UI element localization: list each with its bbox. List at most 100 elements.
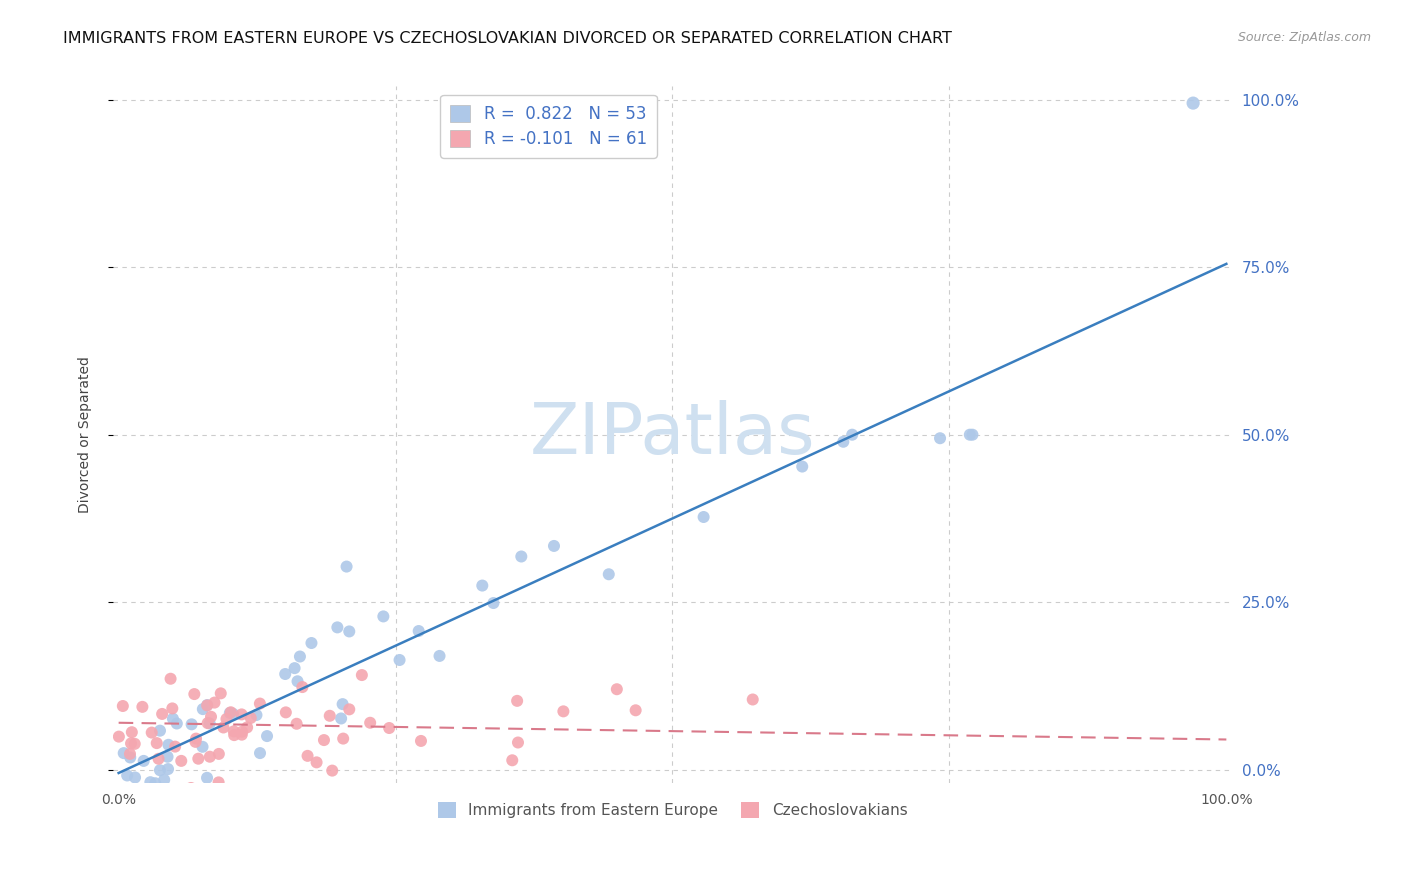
Point xyxy=(219,706,242,720)
Point xyxy=(195,698,218,713)
Point xyxy=(337,702,360,716)
Point xyxy=(139,775,162,789)
Point xyxy=(297,748,319,763)
Point xyxy=(741,692,763,706)
Point xyxy=(929,431,952,445)
Point xyxy=(197,716,219,731)
Point xyxy=(506,694,529,708)
Point xyxy=(153,772,176,787)
Point xyxy=(841,427,863,442)
Point xyxy=(330,711,353,725)
Point xyxy=(378,721,401,735)
Point xyxy=(120,750,142,764)
Point xyxy=(249,746,271,760)
Point xyxy=(156,749,179,764)
Point xyxy=(231,707,253,722)
Text: IMMIGRANTS FROM EASTERN EUROPE VS CZECHOSLOVAKIAN DIVORCED OR SEPARATED CORRELAT: IMMIGRANTS FROM EASTERN EUROPE VS CZECHO… xyxy=(63,31,952,46)
Point xyxy=(204,696,226,710)
Point xyxy=(337,624,360,639)
Point xyxy=(162,701,184,715)
Point xyxy=(543,539,565,553)
Point xyxy=(959,427,981,442)
Point xyxy=(150,706,173,721)
Point xyxy=(149,763,172,777)
Point xyxy=(122,800,145,814)
Point xyxy=(112,746,135,760)
Point xyxy=(195,698,218,712)
Point xyxy=(131,699,153,714)
Point xyxy=(111,698,134,713)
Point xyxy=(598,567,620,582)
Point xyxy=(249,697,271,711)
Point xyxy=(191,702,214,716)
Point xyxy=(245,708,267,723)
Point xyxy=(170,754,193,768)
Point xyxy=(231,724,253,739)
Point xyxy=(301,636,323,650)
Point xyxy=(312,733,335,747)
Point xyxy=(157,762,180,776)
Point xyxy=(832,434,855,449)
Point xyxy=(260,790,283,805)
Point xyxy=(166,716,188,731)
Point xyxy=(132,754,155,768)
Point xyxy=(350,668,373,682)
Point xyxy=(408,624,430,638)
Point xyxy=(326,620,349,634)
Point xyxy=(287,674,309,689)
Point xyxy=(198,716,221,731)
Point xyxy=(236,720,259,734)
Point xyxy=(284,661,307,675)
Point xyxy=(184,735,207,749)
Point xyxy=(501,753,523,767)
Point xyxy=(149,723,172,738)
Point xyxy=(291,680,314,694)
Point xyxy=(510,549,533,564)
Point xyxy=(195,771,218,785)
Point xyxy=(191,739,214,754)
Point xyxy=(207,775,229,789)
Point xyxy=(148,752,170,766)
Point xyxy=(692,510,714,524)
Point xyxy=(285,716,308,731)
Point xyxy=(624,703,647,717)
Point xyxy=(143,776,166,790)
Point xyxy=(553,704,575,718)
Point xyxy=(506,735,529,749)
Point xyxy=(224,728,246,742)
Point xyxy=(145,736,167,750)
Point xyxy=(274,667,297,681)
Point xyxy=(159,672,181,686)
Point xyxy=(141,725,163,739)
Point xyxy=(332,731,354,746)
Legend: Immigrants from Eastern Europe, Czechoslovakians: Immigrants from Eastern Europe, Czechosl… xyxy=(432,796,914,824)
Point xyxy=(121,725,143,739)
Point xyxy=(124,737,146,751)
Point xyxy=(962,427,984,442)
Point xyxy=(335,559,357,574)
Point xyxy=(471,578,494,592)
Point xyxy=(180,717,202,731)
Point xyxy=(184,731,207,746)
Point xyxy=(180,780,202,795)
Point xyxy=(256,729,278,743)
Point xyxy=(429,648,451,663)
Point xyxy=(373,609,395,624)
Point xyxy=(359,715,381,730)
Point xyxy=(606,682,628,697)
Point xyxy=(239,711,262,725)
Text: ZIPatlas: ZIPatlas xyxy=(530,401,815,469)
Point xyxy=(212,721,235,735)
Y-axis label: Divorced or Separated: Divorced or Separated xyxy=(79,356,93,513)
Point xyxy=(208,747,231,761)
Point xyxy=(274,706,297,720)
Point xyxy=(162,712,184,726)
Point xyxy=(115,768,138,782)
Point xyxy=(124,771,146,785)
Point xyxy=(157,738,180,752)
Point xyxy=(209,686,232,700)
Point xyxy=(222,706,245,721)
Point xyxy=(482,596,505,610)
Text: Source: ZipAtlas.com: Source: ZipAtlas.com xyxy=(1237,31,1371,45)
Point xyxy=(1182,96,1205,111)
